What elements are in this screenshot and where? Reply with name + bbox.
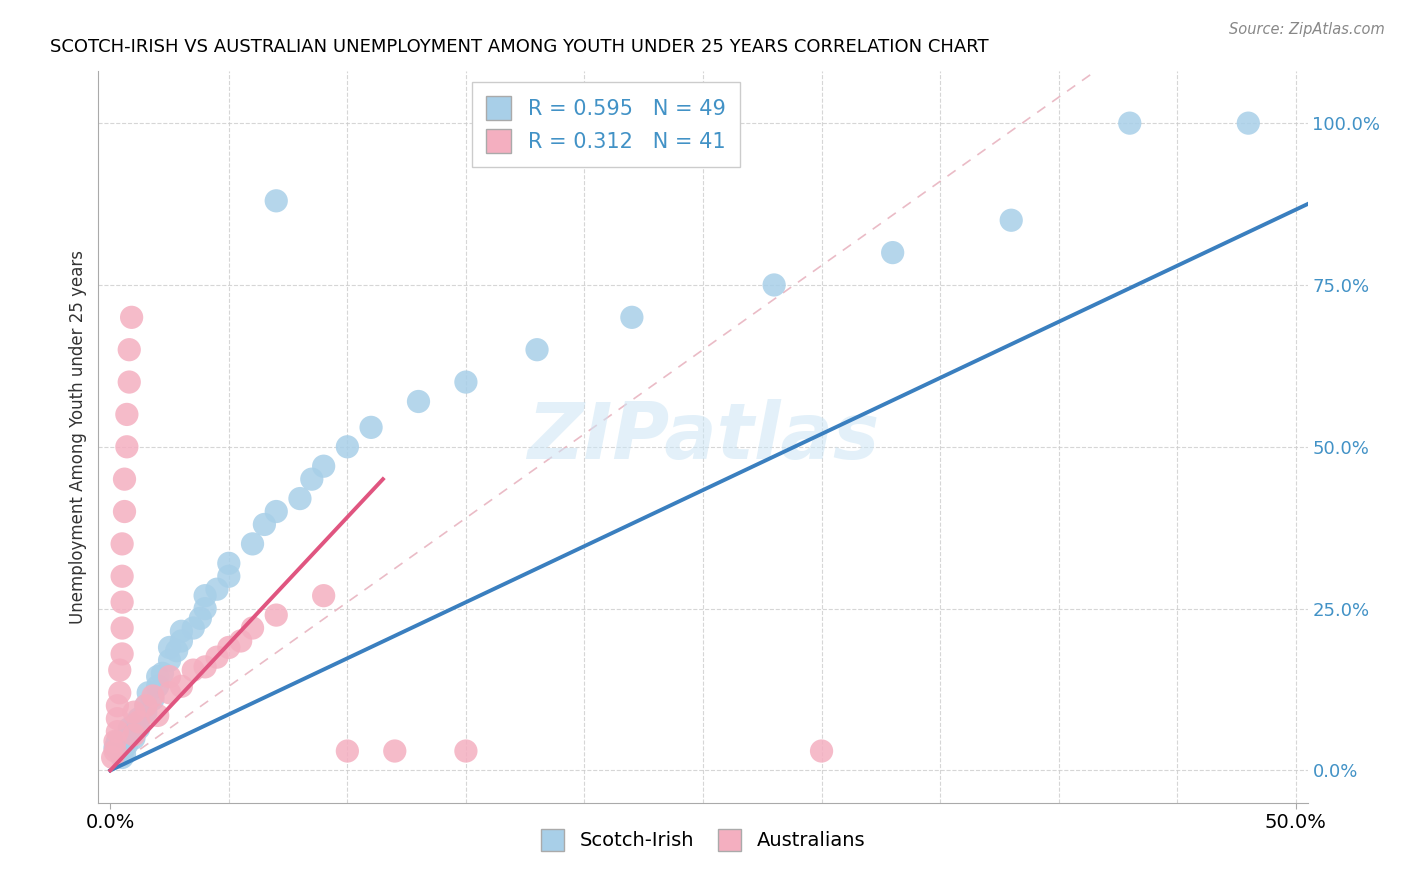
- Point: [170, 679, 193, 693]
- Point: [312, 459, 335, 474]
- Point: [288, 491, 311, 506]
- Point: [763, 277, 786, 292]
- Point: [336, 744, 359, 758]
- Point: [159, 686, 181, 700]
- Legend: Scotch-Irish, Australians: Scotch-Irish, Australians: [533, 821, 873, 859]
- Point: [205, 582, 228, 597]
- Point: [1237, 116, 1260, 130]
- Point: [229, 634, 252, 648]
- Point: [136, 686, 159, 700]
- Point: [218, 557, 240, 571]
- Point: [142, 689, 165, 703]
- Point: [264, 504, 287, 518]
- Point: [108, 686, 131, 700]
- Point: [111, 621, 134, 635]
- Point: [135, 698, 157, 713]
- Text: SCOTCH-IRISH VS AUSTRALIAN UNEMPLOYMENT AMONG YOUTH UNDER 25 YEARS CORRELATION C: SCOTCH-IRISH VS AUSTRALIAN UNEMPLOYMENT …: [51, 38, 988, 56]
- Point: [128, 714, 150, 729]
- Point: [146, 708, 169, 723]
- Point: [105, 712, 128, 726]
- Point: [105, 724, 128, 739]
- Point: [882, 245, 904, 260]
- Point: [205, 650, 228, 665]
- Point: [115, 408, 138, 422]
- Point: [105, 734, 128, 748]
- Text: Source: ZipAtlas.com: Source: ZipAtlas.com: [1229, 22, 1385, 37]
- Point: [121, 310, 143, 325]
- Point: [218, 569, 240, 583]
- Point: [336, 440, 359, 454]
- Point: [108, 744, 131, 758]
- Point: [620, 310, 643, 325]
- Point: [111, 647, 134, 661]
- Point: [104, 734, 127, 748]
- Point: [111, 750, 134, 764]
- Point: [1000, 213, 1022, 227]
- Point: [194, 660, 217, 674]
- Point: [118, 375, 141, 389]
- Point: [118, 728, 141, 742]
- Point: [526, 343, 548, 357]
- Point: [454, 375, 477, 389]
- Point: [111, 595, 134, 609]
- Point: [114, 504, 136, 518]
- Point: [301, 472, 323, 486]
- Y-axis label: Unemployment Among Youth under 25 years: Unemployment Among Youth under 25 years: [69, 250, 87, 624]
- Point: [242, 621, 264, 635]
- Point: [135, 698, 157, 713]
- Point: [128, 722, 150, 736]
- Point: [115, 738, 138, 752]
- Point: [111, 569, 134, 583]
- Point: [108, 663, 131, 677]
- Point: [181, 663, 204, 677]
- Point: [454, 744, 477, 758]
- Point: [146, 669, 169, 683]
- Point: [111, 537, 134, 551]
- Point: [135, 705, 157, 719]
- Point: [360, 420, 382, 434]
- Point: [122, 718, 145, 732]
- Point: [105, 698, 128, 713]
- Point: [104, 740, 127, 755]
- Point: [114, 472, 136, 486]
- Point: [128, 712, 150, 726]
- Point: [101, 750, 124, 764]
- Point: [242, 537, 264, 551]
- Point: [122, 728, 145, 742]
- Point: [194, 589, 217, 603]
- Point: [264, 608, 287, 623]
- Point: [159, 640, 181, 655]
- Point: [142, 692, 165, 706]
- Point: [152, 666, 174, 681]
- Point: [118, 722, 141, 736]
- Point: [1119, 116, 1142, 130]
- Point: [264, 194, 287, 208]
- Point: [115, 440, 138, 454]
- Point: [312, 589, 335, 603]
- Point: [218, 640, 240, 655]
- Point: [384, 744, 406, 758]
- Point: [253, 517, 276, 532]
- Point: [114, 747, 136, 762]
- Point: [170, 634, 193, 648]
- Point: [104, 744, 127, 758]
- Text: ZIPatlas: ZIPatlas: [527, 399, 879, 475]
- Point: [181, 621, 204, 635]
- Point: [166, 643, 188, 657]
- Point: [159, 669, 181, 683]
- Point: [146, 679, 169, 693]
- Point: [122, 731, 145, 745]
- Point: [810, 744, 832, 758]
- Point: [159, 653, 181, 667]
- Point: [190, 611, 212, 625]
- Point: [408, 394, 430, 409]
- Point: [122, 705, 145, 719]
- Point: [194, 601, 217, 615]
- Point: [118, 343, 141, 357]
- Point: [170, 624, 193, 639]
